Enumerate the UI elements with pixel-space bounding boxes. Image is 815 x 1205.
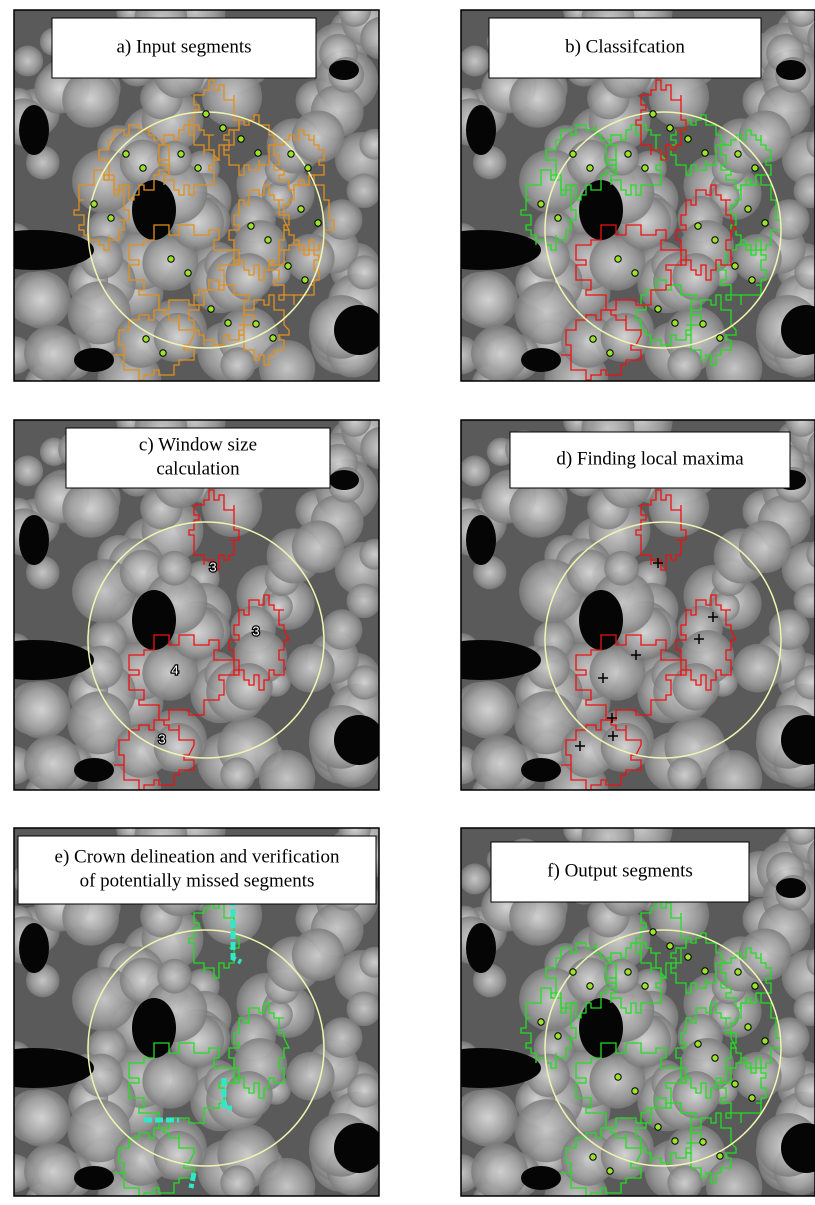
tree-top — [302, 277, 308, 283]
tree-top — [238, 136, 244, 142]
tree-top — [735, 969, 741, 975]
tree-top — [695, 1041, 701, 1047]
tree-top — [712, 1055, 718, 1061]
tree-top — [762, 1038, 768, 1044]
tree-top — [305, 165, 311, 171]
tree-top — [667, 125, 673, 131]
figure: a) Input segments b) Classifcation 3 3 4 3 c) … — [0, 0, 815, 1200]
tree-top — [538, 201, 544, 207]
tree-top — [632, 1088, 638, 1094]
tree-top — [203, 111, 209, 117]
window-size: 3 — [158, 731, 165, 746]
tree-top — [208, 306, 214, 312]
panel: a) Input segments — [14, 10, 379, 381]
tree-top — [735, 151, 741, 157]
tree-top — [607, 1168, 613, 1174]
tree-top — [185, 270, 191, 276]
tree-top — [220, 125, 226, 131]
tree-top — [315, 220, 321, 226]
tree-top — [555, 1033, 561, 1039]
tree-top — [655, 306, 661, 312]
panel: 3 3 4 3 c) Window size calculation — [14, 420, 379, 790]
tree-top — [538, 1019, 544, 1025]
panel-title: a) Input segments — [116, 36, 251, 57]
tree-top — [590, 336, 596, 342]
tree-top — [752, 983, 758, 989]
panel: e) Crown delineation and verification of … — [14, 828, 379, 1198]
tree-top — [270, 335, 276, 341]
tree-top — [749, 1095, 755, 1101]
tree-top — [642, 983, 648, 989]
tree-top — [253, 321, 259, 327]
panel-title: c) Window size — [139, 434, 257, 455]
tree-top — [749, 277, 755, 283]
panel: d) Finding local maxima — [461, 420, 815, 790]
tree-top — [667, 943, 673, 949]
tree-top — [143, 336, 149, 342]
tree-top — [642, 165, 648, 171]
tree-top — [587, 165, 593, 171]
tree-top — [752, 165, 758, 171]
tree-top — [712, 237, 718, 243]
panel-title: b) Classifcation — [565, 36, 685, 57]
tree-top — [168, 256, 174, 262]
tree-top — [745, 1024, 751, 1030]
tree-top — [590, 1154, 596, 1160]
tree-top — [285, 263, 291, 269]
tree-top — [700, 1139, 706, 1145]
window-size: 3 — [252, 623, 259, 638]
tree-top — [625, 151, 631, 157]
tree-top — [702, 150, 708, 156]
tree-top — [298, 206, 304, 212]
window-size: 4 — [171, 662, 178, 677]
tree-top — [225, 320, 231, 326]
tree-top — [255, 150, 261, 156]
tree-top — [615, 1074, 621, 1080]
tree-top — [160, 350, 166, 356]
tree-top — [570, 151, 576, 157]
tree-top — [195, 165, 201, 171]
tree-top — [91, 201, 97, 207]
tree-top — [717, 335, 723, 341]
tree-top — [685, 136, 691, 142]
panel-title: calculation — [156, 458, 240, 479]
tree-top — [587, 983, 593, 989]
tree-top — [685, 954, 691, 960]
tree-top — [178, 151, 184, 157]
tree-top — [108, 215, 114, 221]
tree-top — [140, 165, 146, 171]
tree-top — [732, 1081, 738, 1087]
tree-top — [615, 256, 621, 262]
tree-top — [632, 270, 638, 276]
panel: b) Classifcation — [461, 10, 815, 381]
tree-top — [702, 968, 708, 974]
tree-top — [672, 320, 678, 326]
tree-top — [732, 263, 738, 269]
tree-top — [655, 1124, 661, 1130]
panel-title: f) Output segments — [547, 860, 693, 881]
tree-top — [123, 151, 129, 157]
tree-top — [248, 223, 254, 229]
tree-top — [625, 969, 631, 975]
tree-top — [700, 321, 706, 327]
tree-top — [570, 969, 576, 975]
tree-top — [288, 151, 294, 157]
tree-top — [650, 929, 656, 935]
panel-title: of potentially missed segments — [80, 870, 315, 891]
tree-top — [695, 223, 701, 229]
tree-top — [672, 1138, 678, 1144]
tree-top — [745, 206, 751, 212]
panel: f) Output segments — [461, 828, 815, 1198]
panel-title: e) Crown delineation and verification — [55, 846, 340, 867]
tree-top — [650, 111, 656, 117]
tree-top — [762, 220, 768, 226]
tree-top — [607, 350, 613, 356]
window-size: 3 — [209, 559, 216, 574]
tree-top — [265, 237, 271, 243]
panel-title: d) Finding local maxima — [556, 448, 744, 469]
tree-top — [717, 1153, 723, 1159]
tree-top — [555, 215, 561, 221]
missed-segment — [191, 1173, 194, 1188]
